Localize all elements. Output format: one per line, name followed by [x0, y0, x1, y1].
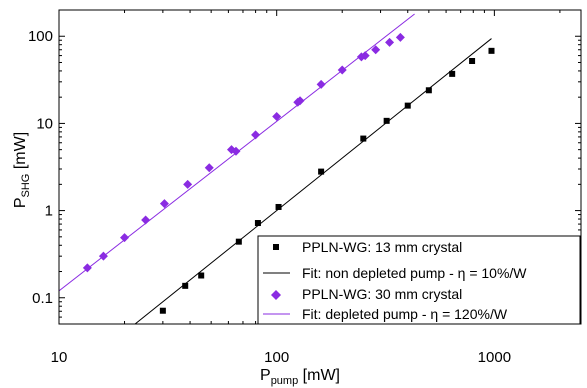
- data-point-series-1: [469, 57, 476, 64]
- legend-label-fit-2: Fit: depleted pump - η = 120%/W: [302, 306, 508, 322]
- data-point-series-2: [183, 179, 193, 189]
- data-point-series-1: [159, 307, 166, 314]
- data-point-series-2: [82, 263, 92, 273]
- x-tick-label: 100: [264, 349, 289, 366]
- data-point-series-1: [182, 282, 189, 289]
- data-point-series-1: [449, 70, 456, 77]
- y-tick-label: 100: [28, 28, 53, 45]
- y-tick-label: 10: [36, 115, 53, 132]
- y-axis-title-main: P: [12, 197, 29, 208]
- y-tick-label: 0.1: [32, 290, 53, 307]
- y-axis-title-unit: [mW]: [12, 132, 29, 174]
- y-axis-title: PSHG [mW]: [12, 132, 32, 208]
- data-point-series-1: [425, 87, 432, 94]
- legend-label-fit-1: Fit: non depleted pump - η = 10%/W: [302, 265, 527, 281]
- x-axis-title-unit: [mW]: [298, 367, 340, 384]
- data-point-series-2: [337, 65, 347, 75]
- data-point-series-2: [395, 32, 405, 42]
- data-point-series-2: [204, 163, 214, 173]
- data-point-series-2: [371, 45, 381, 55]
- x-axis-title-sub: pump: [271, 375, 299, 387]
- data-point-series-1: [235, 238, 242, 245]
- data-point-series-1: [383, 117, 390, 124]
- fit-line-1: [134, 38, 492, 324]
- data-point-series-2: [141, 215, 151, 225]
- data-point-series-2: [316, 79, 326, 89]
- x-tick-label: 10: [51, 349, 68, 366]
- data-point-series-1: [275, 203, 282, 210]
- x-axis-title-main: P: [260, 367, 271, 384]
- data-point-series-2: [251, 130, 261, 140]
- x-tick-label: 1000: [478, 349, 511, 366]
- data-point-series-2: [98, 251, 108, 261]
- legend-marker-series-1: [273, 244, 279, 250]
- data-point-series-2: [385, 37, 395, 47]
- data-points: [82, 32, 495, 314]
- data-point-series-1: [404, 102, 411, 109]
- data-point-series-1: [360, 135, 367, 142]
- y-axis-title-sub: SHG: [20, 174, 32, 198]
- data-point-series-2: [231, 146, 241, 156]
- x-axis-title: Ppump [mW]: [260, 367, 340, 387]
- legend-label-series-1: PPLN-WG: 13 mm crystal: [302, 239, 462, 255]
- y-tick-label: 1: [45, 203, 53, 220]
- data-point-series-1: [318, 168, 325, 175]
- data-point-series-2: [295, 96, 305, 106]
- data-point-series-2: [360, 51, 370, 61]
- tick-labels: 10 100 1000 0.1 1 10 100: [28, 28, 511, 366]
- legend-marker-series-2: [271, 290, 281, 300]
- legend-box: [257, 235, 581, 325]
- legend-label-series-2: PPLN-WG: 30 mm crystal: [302, 286, 462, 302]
- data-point-series-1: [198, 272, 205, 279]
- data-point-series-2: [120, 233, 130, 243]
- data-point-series-2: [272, 112, 282, 122]
- data-point-series-1: [254, 220, 261, 227]
- data-point-series-2: [159, 199, 169, 209]
- data-point-series-1: [488, 47, 495, 54]
- legend: PPLN-WG: 13 mm crystal Fit: non depleted…: [257, 235, 581, 325]
